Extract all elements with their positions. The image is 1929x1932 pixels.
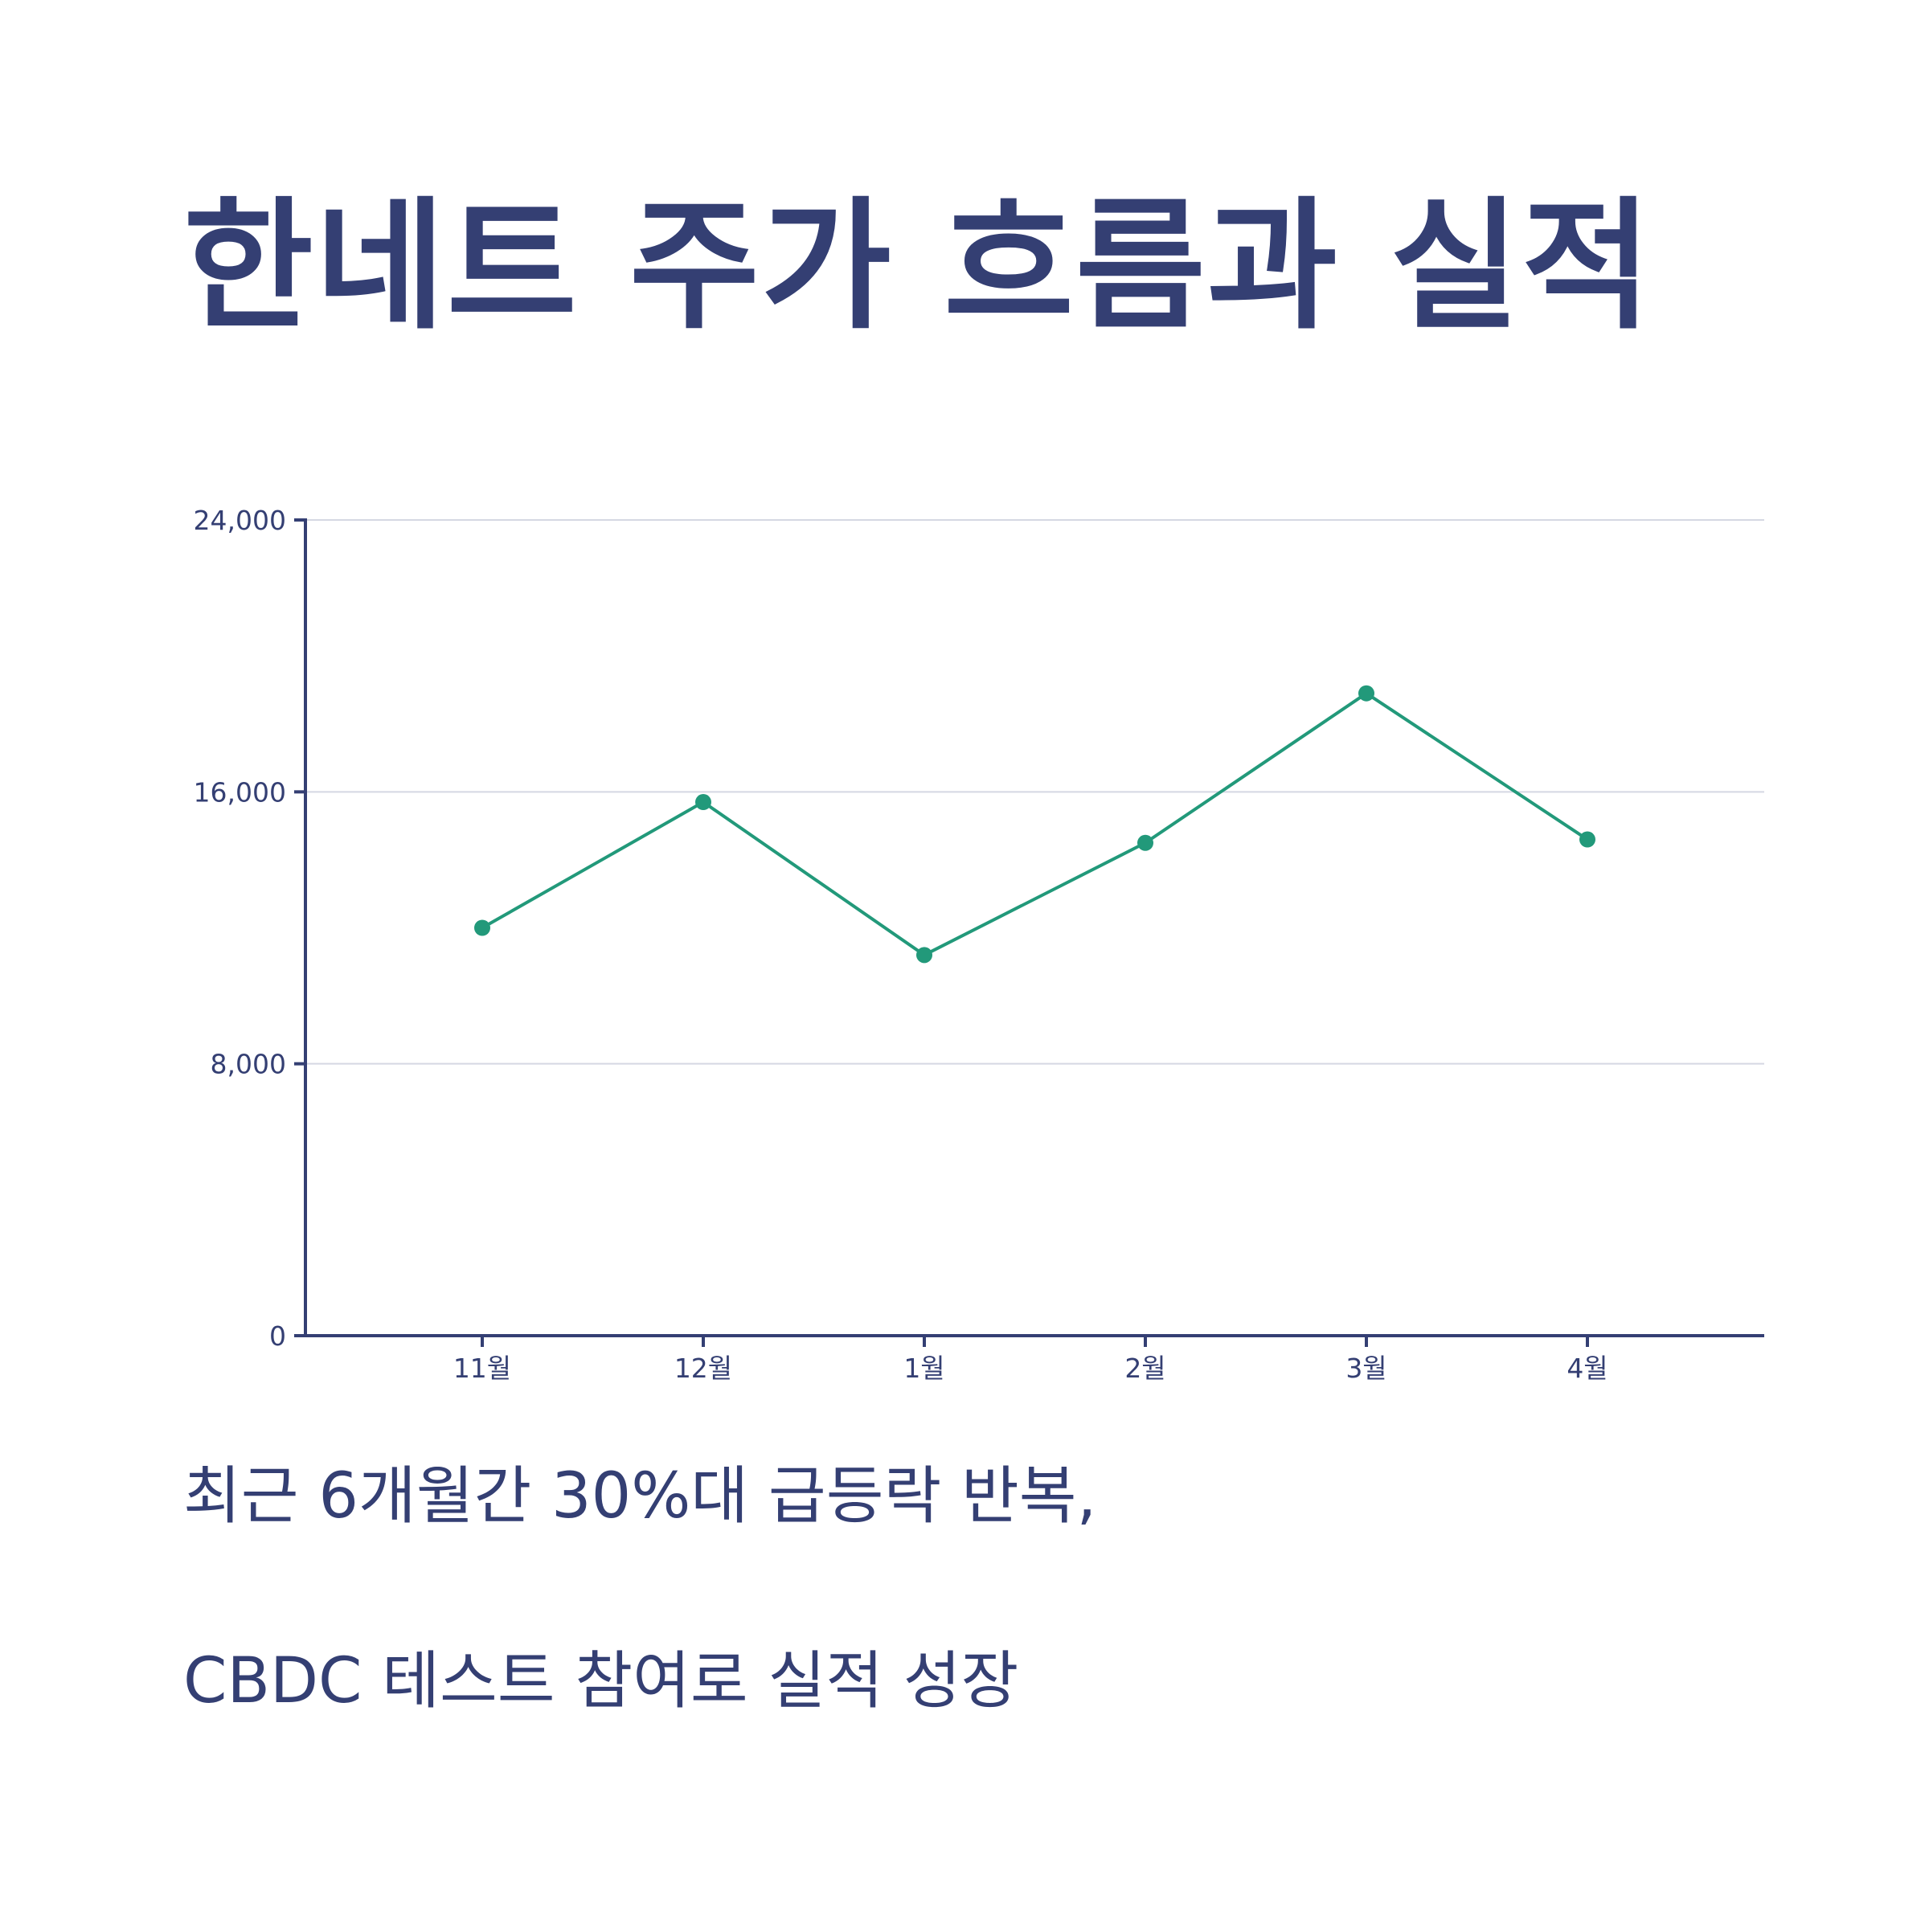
x-tick-label: 11월 [453, 1353, 511, 1384]
data-point [1358, 685, 1374, 702]
data-point [1579, 831, 1595, 848]
data-point [916, 947, 932, 964]
x-tick-label: 4월 [1567, 1353, 1608, 1384]
page-title: 한네트 주가 흐름과 실적 [183, 184, 1654, 349]
data-point [1137, 834, 1153, 851]
x-tick-label: 1월 [903, 1353, 944, 1384]
caption-line-1: 최근 6개월간 30%대 급등락 반복, [183, 1460, 1097, 1533]
series-line [481, 691, 1589, 957]
y-tick-label: 8,000 [211, 1049, 286, 1080]
y-tick-label: 24,000 [194, 505, 286, 536]
x-tick-label: 3월 [1345, 1353, 1386, 1384]
x-tick-label: 12월 [674, 1353, 732, 1384]
y-tick-label: 16,000 [194, 776, 286, 808]
data-point [474, 919, 490, 936]
x-tick-label: 2월 [1124, 1353, 1165, 1384]
caption-line-2: CBDC 테스트 참여로 실적 성장 [183, 1645, 1019, 1717]
data-point [695, 794, 711, 811]
y-tick-label: 0 [269, 1320, 286, 1352]
